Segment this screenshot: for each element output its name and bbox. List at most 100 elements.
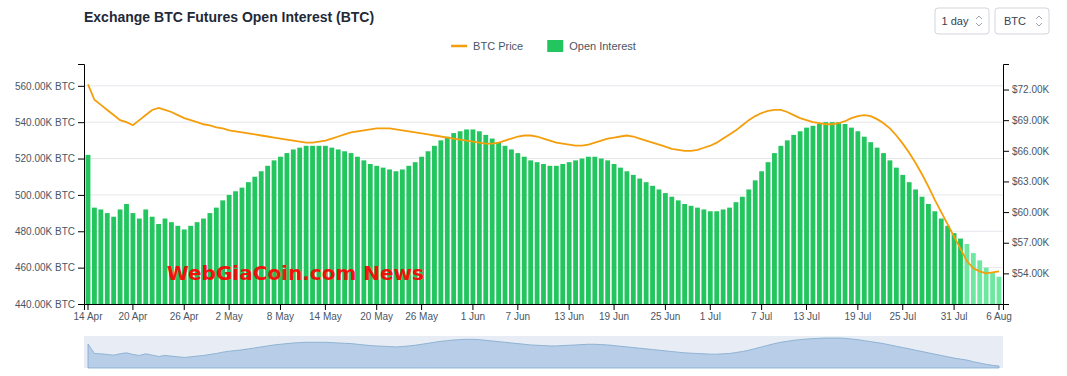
- tick-mark: [132, 304, 133, 310]
- tick-label: 7 Jul: [751, 311, 772, 322]
- tick-mark: [78, 268, 84, 269]
- button-chevron: [976, 16, 982, 26]
- tick: 1 Jul: [700, 304, 721, 322]
- tick-mark: [998, 304, 999, 310]
- tick: 25 Jun: [650, 304, 680, 322]
- tick: $66.00K: [1003, 146, 1050, 157]
- tick-label: 2 May: [216, 311, 243, 322]
- tick: 7 Jun: [506, 304, 530, 322]
- button-label[interactable]: BTC: [1004, 15, 1026, 27]
- bar: [592, 157, 597, 304]
- tick-mark: [184, 304, 185, 310]
- bar: [438, 140, 443, 304]
- bar: [426, 151, 431, 304]
- tick-label: $72.00K: [1012, 84, 1050, 95]
- bar: [124, 204, 129, 304]
- bar: [548, 166, 553, 304]
- tick-mark: [806, 304, 807, 310]
- button[interactable]: BTC: [995, 8, 1049, 34]
- bar: [894, 168, 899, 304]
- bar: [637, 179, 642, 304]
- bar: [220, 200, 225, 304]
- tick: $60.00K: [1003, 207, 1050, 218]
- legend-item: BTC Price: [451, 40, 523, 52]
- tick: 440.00K BTC: [15, 299, 84, 310]
- tick-label: 31 Jul: [941, 311, 968, 322]
- bar: [624, 171, 629, 304]
- bar: [92, 208, 97, 304]
- bar: [843, 124, 848, 304]
- tick-label: 14 May: [309, 311, 342, 322]
- button-box[interactable]: [935, 8, 989, 34]
- tick-mark: [569, 304, 570, 310]
- tick: 25 Jul: [889, 304, 916, 322]
- bar: [701, 209, 706, 304]
- bar: [746, 189, 751, 304]
- button[interactable]: 1 day: [935, 8, 989, 34]
- bar: [997, 277, 1002, 304]
- tick: $63.00K: [1003, 176, 1050, 187]
- annotation: WebGiaCoin.com News: [167, 261, 424, 285]
- overview-area: [88, 338, 999, 368]
- button-box[interactable]: [995, 8, 1049, 34]
- tick-label: 25 Jul: [889, 311, 916, 322]
- bar: [907, 182, 912, 304]
- bar: [445, 137, 450, 304]
- bar: [881, 153, 886, 304]
- bar: [143, 209, 148, 304]
- axis-line: [1004, 65, 1010, 305]
- title: Exchange BTC Futures Open Interest (BTC): [84, 9, 374, 25]
- bar: [535, 162, 540, 304]
- bar: [663, 193, 668, 304]
- tick-label: 560.00K BTC: [15, 81, 75, 92]
- bar: [86, 155, 91, 304]
- grid-line: [84, 122, 1003, 123]
- bar: [990, 273, 995, 304]
- tick-mark: [710, 304, 711, 310]
- y2-axis: $54.00K$57.00K$60.00K$63.00K$66.00K$69.0…: [1003, 65, 1050, 305]
- bar: [945, 226, 950, 304]
- bar: [490, 139, 495, 304]
- bar: [689, 206, 694, 304]
- bar: [759, 171, 764, 304]
- bar: [778, 146, 783, 304]
- x-axis: 14 Apr20 Apr26 Apr2 May8 May14 May20 May…: [74, 304, 1012, 322]
- tick-label: 13 Jun: [554, 311, 584, 322]
- tick-mark: [472, 304, 473, 310]
- bar: [227, 195, 232, 304]
- tick-mark: [421, 304, 422, 310]
- tick-mark: [761, 304, 762, 310]
- tick-mark: [325, 304, 326, 310]
- tick-mark: [78, 86, 84, 87]
- tick: 560.00K BTC: [15, 81, 84, 92]
- bar: [458, 131, 463, 304]
- bar: [888, 160, 893, 304]
- bar: [977, 260, 982, 304]
- bar: [823, 122, 828, 304]
- bar: [650, 186, 655, 304]
- tick-mark: [1003, 243, 1009, 244]
- tick: 540.00K BTC: [15, 117, 84, 128]
- tick: 13 Jun: [554, 304, 584, 322]
- tick-mark: [376, 304, 377, 310]
- bar: [734, 202, 739, 304]
- bar: [580, 159, 585, 304]
- bar: [926, 204, 931, 304]
- bar: [676, 200, 681, 304]
- tick-mark: [78, 159, 84, 160]
- bar: [560, 164, 565, 304]
- y-axis: 440.00K BTC460.00K BTC480.00K BTC500.00K…: [15, 65, 85, 310]
- bar: [605, 160, 610, 304]
- tick-label: 19 Jun: [599, 311, 629, 322]
- button-label[interactable]: 1 day: [942, 15, 969, 27]
- bar: [631, 175, 636, 304]
- tick-label: $66.00K: [1012, 146, 1050, 157]
- bar: [156, 224, 161, 304]
- tick: 20 Apr: [118, 304, 148, 322]
- bar: [695, 208, 700, 304]
- bar: [554, 166, 559, 304]
- bar: [451, 133, 456, 304]
- tick-mark: [857, 304, 858, 310]
- tick: 14 May: [309, 304, 342, 322]
- tick-label: 13 Jul: [793, 311, 820, 322]
